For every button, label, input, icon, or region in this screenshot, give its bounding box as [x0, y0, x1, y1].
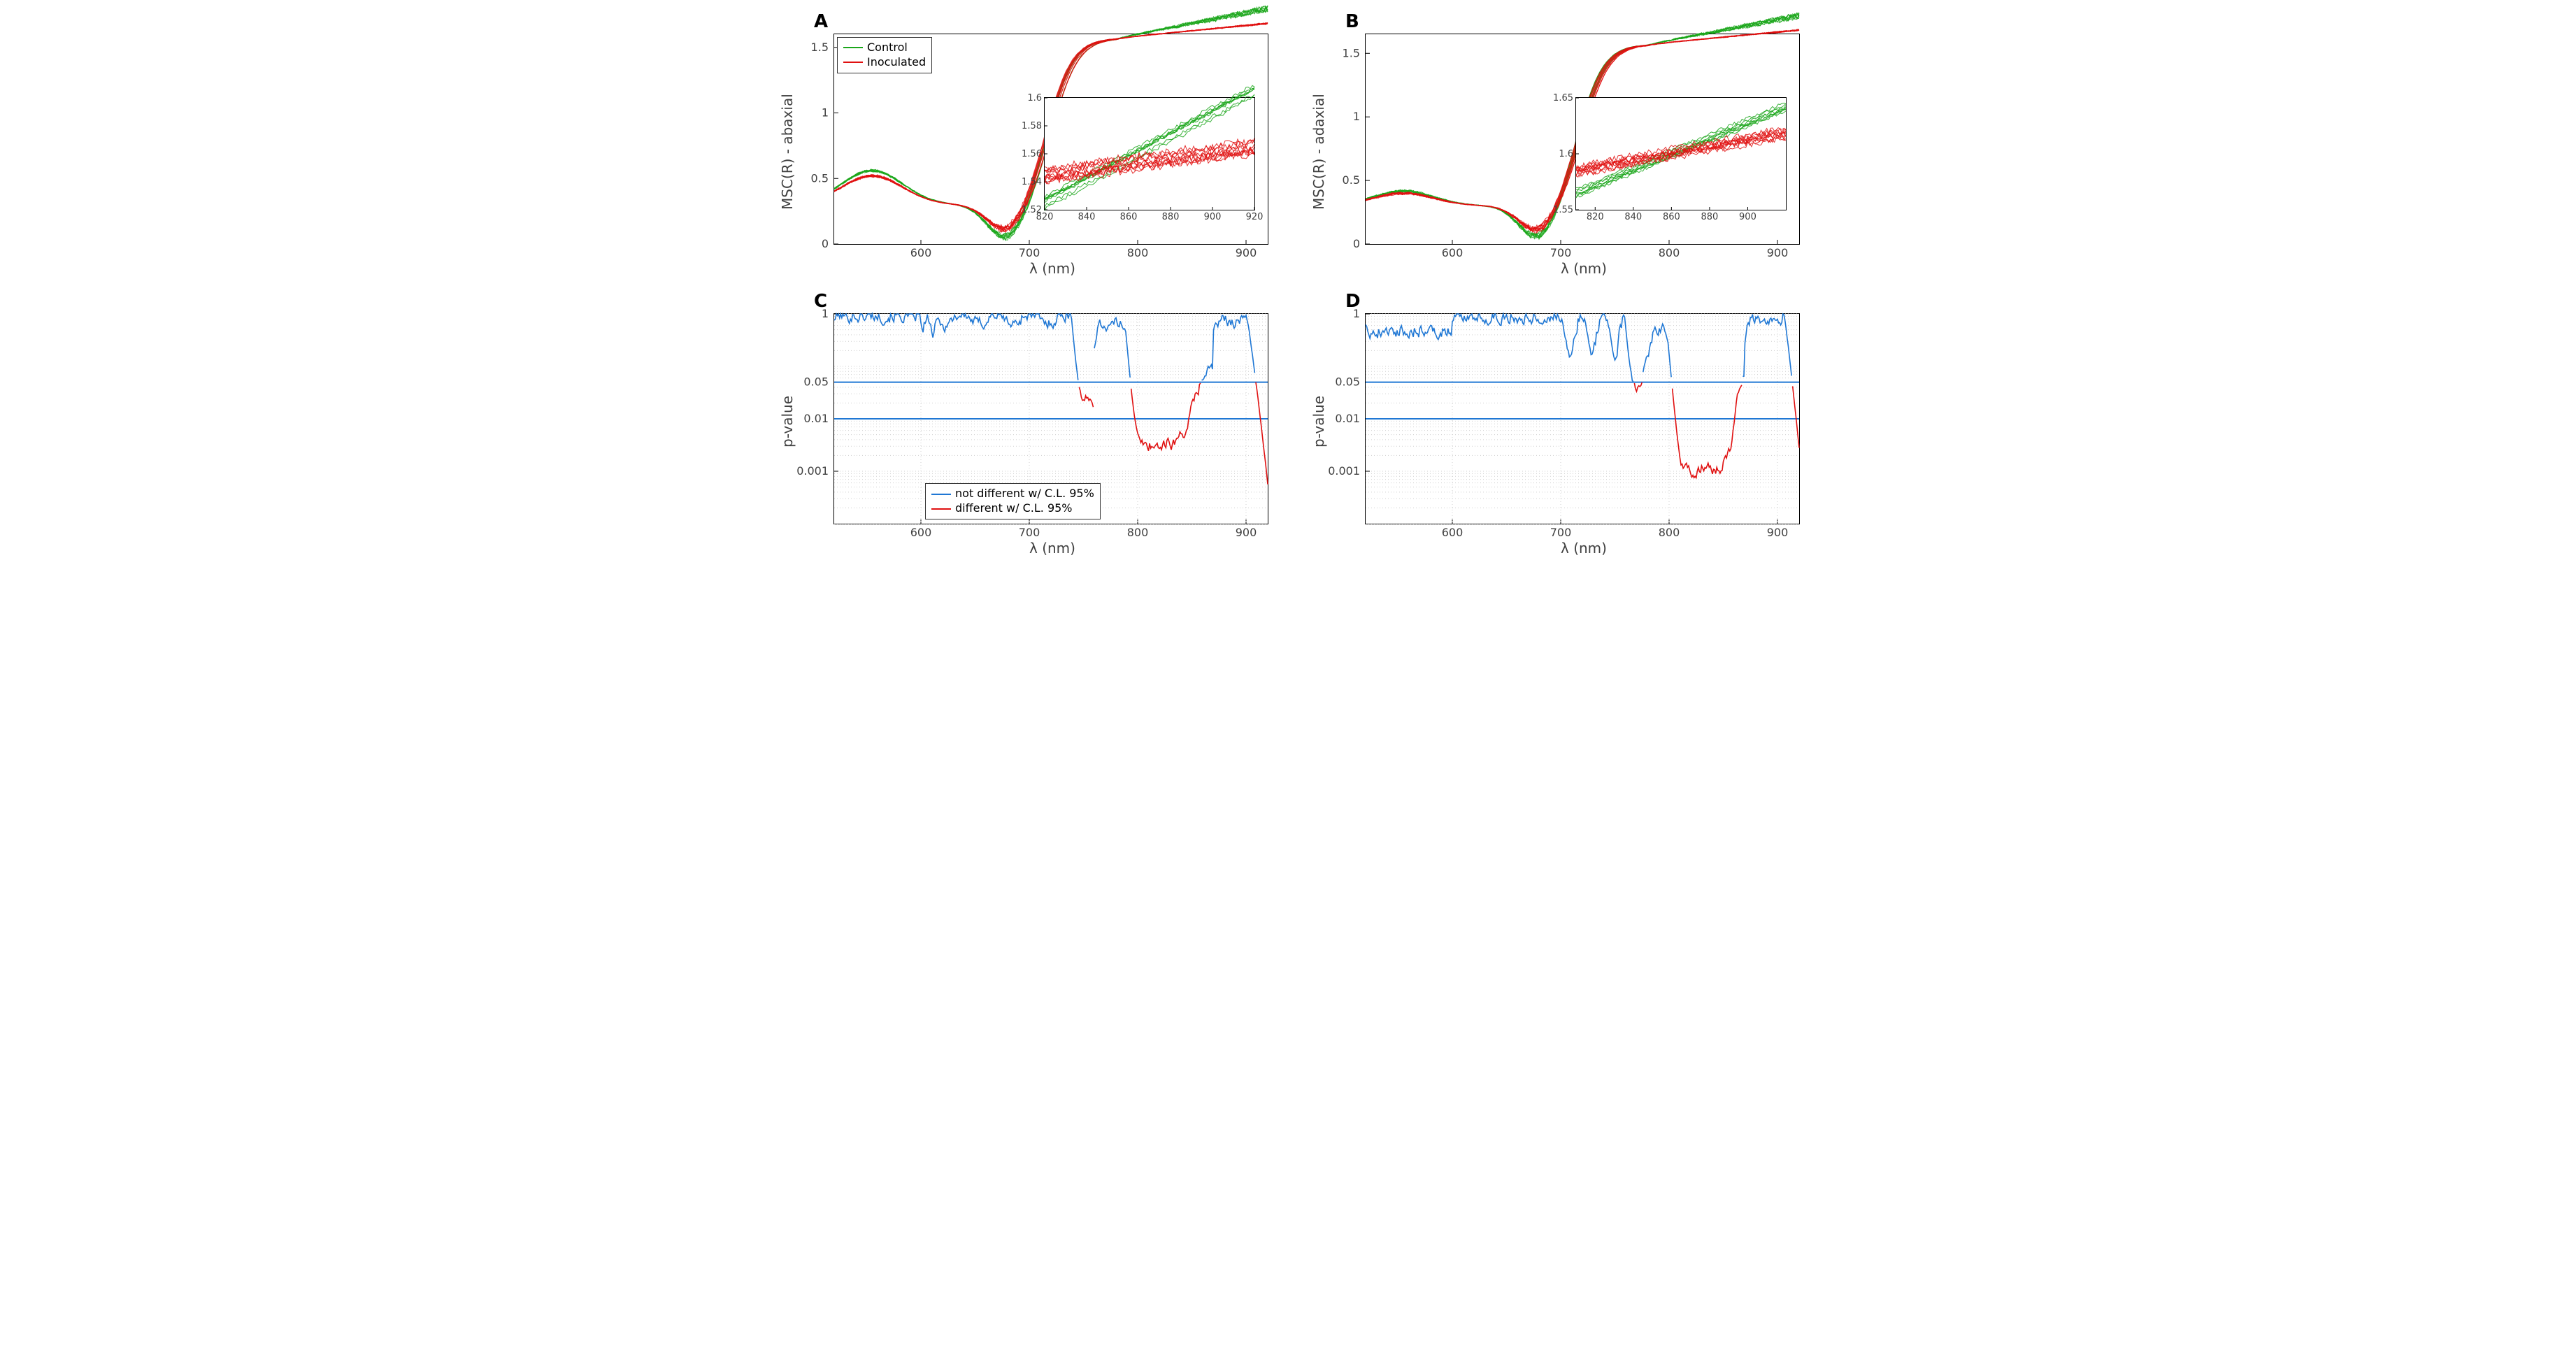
svg-text:840: 840 — [1624, 212, 1642, 222]
svg-text:900: 900 — [1236, 526, 1257, 539]
svg-text:880: 880 — [1162, 212, 1180, 222]
panel-a-inset-svg: 8208408608809009201.521.541.561.581.6 — [1045, 98, 1254, 210]
svg-text:0.05: 0.05 — [803, 375, 829, 389]
svg-text:700: 700 — [1019, 246, 1040, 259]
panel-c-plot: 0.0010.010.051600700800900 not different… — [833, 313, 1268, 524]
svg-text:800: 800 — [1127, 526, 1149, 539]
svg-text:860: 860 — [1120, 212, 1138, 222]
svg-text:1.58: 1.58 — [1022, 121, 1042, 131]
svg-text:0: 0 — [1353, 237, 1360, 250]
svg-text:1.65: 1.65 — [1553, 93, 1573, 103]
panel-a-inset: 8208408608809009201.521.541.561.581.6 — [1044, 97, 1255, 210]
svg-text:600: 600 — [1442, 246, 1464, 259]
svg-text:1: 1 — [1353, 307, 1360, 320]
svg-text:1.5: 1.5 — [811, 41, 829, 54]
panel-b-ylabel: MSC(R) - adaxial — [1310, 94, 1327, 210]
svg-text:900: 900 — [1739, 212, 1756, 222]
legend-label-notdiff: not different w/ C.L. 95% — [955, 487, 1094, 501]
svg-text:0: 0 — [822, 237, 829, 250]
legend-item-notdiff: not different w/ C.L. 95% — [931, 487, 1094, 501]
legend-item-control: Control — [843, 41, 926, 55]
svg-text:600: 600 — [910, 526, 932, 539]
svg-text:0.001: 0.001 — [1328, 464, 1360, 478]
svg-text:880: 880 — [1701, 212, 1718, 222]
panel-d-plot: 0.0010.010.051600700800900 — [1365, 313, 1800, 524]
svg-text:1: 1 — [822, 307, 829, 320]
svg-text:700: 700 — [1019, 526, 1040, 539]
svg-text:1: 1 — [822, 106, 829, 120]
legend-item-inoculated: Inoculated — [843, 55, 926, 70]
svg-text:1.6: 1.6 — [1559, 149, 1573, 159]
svg-text:1.5: 1.5 — [1343, 46, 1360, 59]
svg-text:0.01: 0.01 — [1335, 412, 1360, 425]
panel-d-svg: 0.0010.010.051600700800900 — [1366, 314, 1799, 524]
legend-label-inoculated: Inoculated — [867, 55, 926, 70]
legend-swatch-control — [843, 47, 863, 48]
legend-swatch-red — [931, 508, 951, 510]
svg-text:0.5: 0.5 — [811, 171, 829, 185]
svg-text:0.01: 0.01 — [803, 412, 829, 425]
svg-text:700: 700 — [1550, 246, 1572, 259]
panel-b-inset: 8208408608809001.551.61.65 — [1575, 97, 1787, 210]
svg-text:1.56: 1.56 — [1022, 149, 1042, 159]
panel-d: D p-value λ (nm) 0.0010.010.051600700800… — [1288, 287, 1819, 566]
panel-b-inset-svg: 8208408608809001.551.61.65 — [1576, 98, 1786, 210]
svg-text:1: 1 — [1353, 110, 1360, 123]
svg-text:840: 840 — [1078, 212, 1096, 222]
svg-text:1.55: 1.55 — [1553, 205, 1573, 215]
panel-d-xlabel: λ (nm) — [1561, 540, 1607, 557]
svg-text:0.001: 0.001 — [796, 464, 829, 478]
panel-b-xlabel: λ (nm) — [1561, 260, 1607, 277]
figure: A MSC(R) - abaxial λ (nm) 60070080090000… — [757, 7, 1819, 566]
panel-a-legend: Control Inoculated — [837, 37, 932, 73]
panel-a-xlabel: λ (nm) — [1029, 260, 1075, 277]
svg-text:800: 800 — [1659, 526, 1680, 539]
panel-b-label: B — [1345, 11, 1359, 32]
svg-text:700: 700 — [1550, 526, 1572, 539]
panel-a-ylabel: MSC(R) - abaxial — [779, 94, 796, 210]
panel-c-ylabel: p-value — [779, 396, 796, 447]
panel-a-plot: 60070080090000.511.5 Control Inoculated … — [833, 34, 1268, 245]
legend-item-diff: different w/ C.L. 95% — [931, 501, 1094, 516]
svg-text:1.54: 1.54 — [1022, 177, 1042, 187]
panel-c-legend: not different w/ C.L. 95% different w/ C… — [925, 483, 1101, 519]
panel-a-label: A — [814, 11, 828, 32]
panel-c-xlabel: λ (nm) — [1029, 540, 1075, 557]
svg-text:800: 800 — [1659, 246, 1680, 259]
svg-text:920: 920 — [1246, 212, 1264, 222]
panel-b-plot: 60070080090000.511.5 8208408608809001.55… — [1365, 34, 1800, 245]
svg-text:600: 600 — [910, 246, 932, 259]
panel-c: C p-value λ (nm) 0.0010.010.051600700800… — [757, 287, 1288, 566]
legend-swatch-blue — [931, 494, 951, 495]
panel-b: B MSC(R) - adaxial λ (nm) 600 700 800 900 0 0… — [1288, 7, 1819, 287]
svg-text:900: 900 — [1767, 526, 1789, 539]
svg-text:860: 860 — [1663, 212, 1680, 222]
svg-text:900: 900 — [1204, 212, 1222, 222]
legend-label-control: Control — [867, 41, 908, 55]
svg-text:0.5: 0.5 — [1343, 173, 1360, 187]
svg-text:800: 800 — [1127, 246, 1149, 259]
svg-text:600: 600 — [1442, 526, 1464, 539]
legend-swatch-inoculated — [843, 62, 863, 63]
panel-a: A MSC(R) - abaxial λ (nm) 60070080090000… — [757, 7, 1288, 287]
legend-label-diff: different w/ C.L. 95% — [955, 501, 1073, 516]
svg-text:1.6: 1.6 — [1027, 93, 1042, 103]
svg-text:1.52: 1.52 — [1022, 205, 1042, 215]
svg-text:0.05: 0.05 — [1335, 375, 1360, 389]
svg-text:900: 900 — [1236, 246, 1257, 259]
svg-text:900: 900 — [1767, 246, 1789, 259]
svg-text:820: 820 — [1587, 212, 1604, 222]
panel-d-ylabel: p-value — [1310, 396, 1327, 447]
